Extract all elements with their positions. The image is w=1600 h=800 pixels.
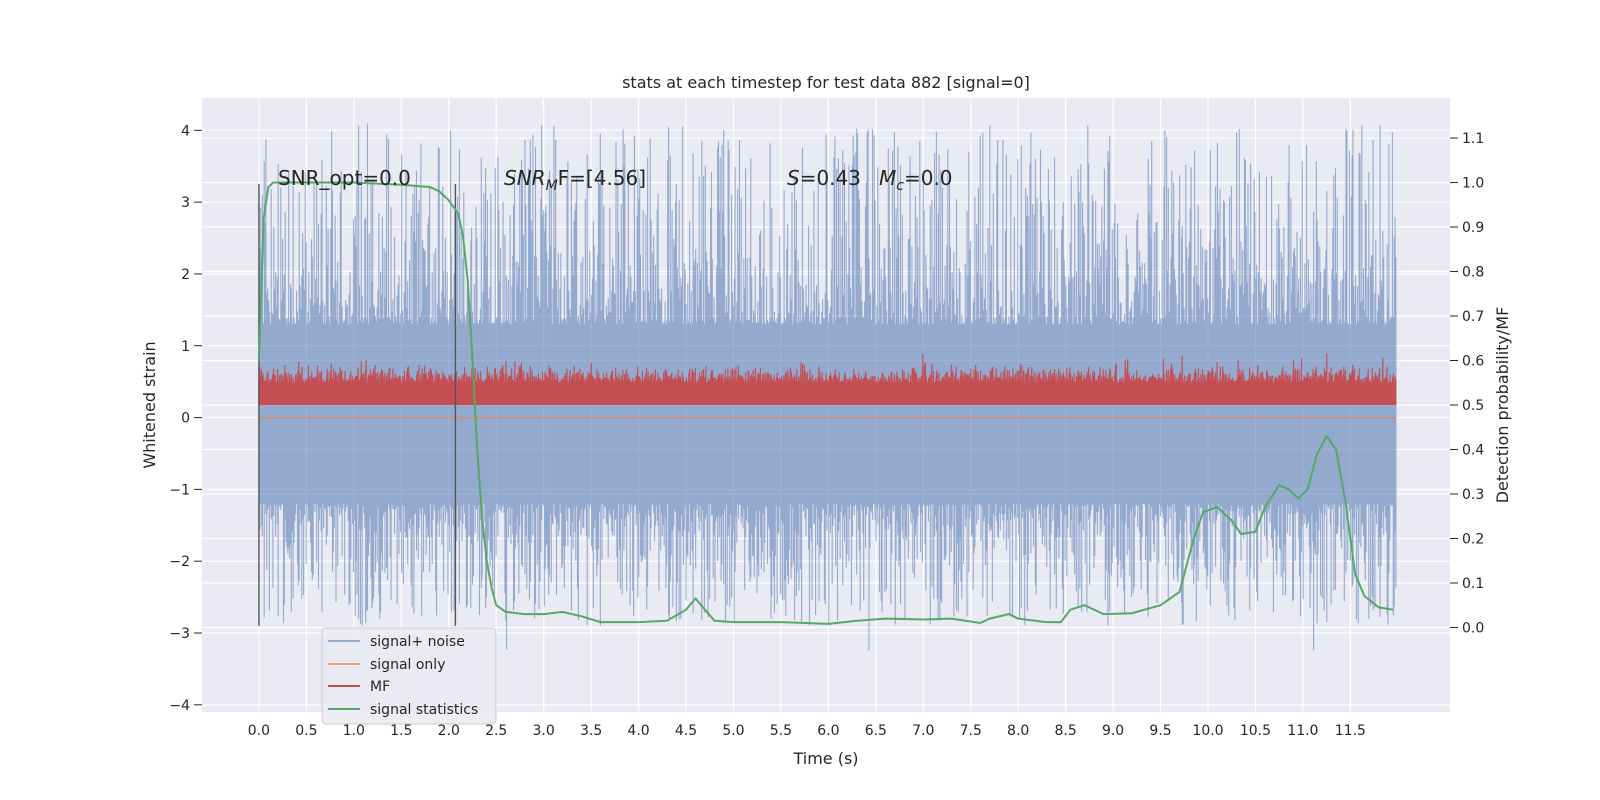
y-tick-label-right: 0.2 <box>1462 531 1484 547</box>
x-tick-label: 2.0 <box>438 723 460 739</box>
x-tick-label: 10.5 <box>1240 723 1271 739</box>
signal-statistics-line <box>257 181 1394 625</box>
mf-series <box>258 353 1397 406</box>
annotation-snr-opt: SNR_opt=0.0 <box>278 166 411 190</box>
legend: signal+ noise signal only MF signal stat… <box>321 627 497 725</box>
x-tick-label: 11.0 <box>1287 723 1318 739</box>
y-tick-label-right: 0.5 <box>1462 398 1484 414</box>
x-tick-label: 0.0 <box>248 723 270 739</box>
x-tick-label: 8.0 <box>1007 723 1029 739</box>
x-tick-label: 0.5 <box>295 723 317 739</box>
y-tick-label-right: 1.0 <box>1462 176 1484 192</box>
y-tick-label-left: −4 <box>169 698 190 714</box>
y-tick-label-right: 1.1 <box>1462 131 1484 147</box>
x-tick-label: 4.0 <box>627 723 649 739</box>
x-tick-label: 4.5 <box>675 723 697 739</box>
x-tick-label: 7.0 <box>912 723 934 739</box>
y-axis-label-right: Detection probability/MF <box>1493 307 1512 504</box>
y-tick-label-right: 0.8 <box>1462 265 1484 281</box>
x-tick-label: 6.5 <box>865 723 887 739</box>
y-tick-label-left: 0 <box>181 411 190 427</box>
x-tick-label: 5.0 <box>722 723 744 739</box>
y-tick-label-left: 2 <box>181 267 190 283</box>
y-tick-label-right: 0.1 <box>1462 576 1484 592</box>
y-tick-label-left: −2 <box>169 554 190 570</box>
y-tick-label-left: 3 <box>181 195 190 211</box>
x-tick-label: 10.0 <box>1192 723 1223 739</box>
y-tick-label-right: 0.9 <box>1462 220 1484 236</box>
x-tick-label: 8.5 <box>1055 723 1077 739</box>
x-tick-label: 5.5 <box>770 723 792 739</box>
x-tick-label: 1.5 <box>390 723 412 739</box>
y-tick-label-left: 4 <box>181 123 190 139</box>
legend-label-mf: MF <box>370 679 390 695</box>
legend-label-signal-noise: signal+ noise <box>370 634 465 650</box>
y-tick-label-right: 0.7 <box>1462 309 1484 325</box>
mf-trace <box>258 353 1397 406</box>
x-tick-label: 11.5 <box>1335 723 1366 739</box>
axis-ticks: 0.0 0.5 1.0 1.5 2.0 2.5 3.0 3.5 4.0 4.5 5.0 5.5 6.0 6… <box>169 123 1484 739</box>
y-tick-label-left: 1 <box>181 339 190 355</box>
x-tick-label: 3.5 <box>580 723 602 739</box>
window-markers <box>258 184 457 626</box>
x-tick-label: 6.0 <box>817 723 839 739</box>
legend-label-signal-only: signal only <box>370 657 445 673</box>
x-tick-label: 1.0 <box>343 723 365 739</box>
x-axis-label: Time (s) <box>792 749 858 768</box>
y-tick-label-right: 0.3 <box>1462 487 1484 503</box>
y-axis-label-left: Whitened strain <box>140 341 159 468</box>
y-tick-label-right: 0.4 <box>1462 442 1484 458</box>
x-tick-label: 2.5 <box>485 723 507 739</box>
annotation-stats: S=0.43 Mc=0.0 <box>787 166 953 194</box>
annotation-snr-mf: SNRMF=[4.56] <box>504 166 646 194</box>
legend-label-signal-statistics: signal statistics <box>370 702 478 718</box>
x-tick-label: 7.5 <box>960 723 982 739</box>
y-tick-label-right: 0.6 <box>1462 354 1484 370</box>
y-tick-label-right: 0.0 <box>1462 620 1484 636</box>
chart-title: stats at each timestep for test data 882… <box>622 73 1030 92</box>
y-tick-label-left: −1 <box>169 482 190 498</box>
x-tick-label: 9.5 <box>1149 723 1171 739</box>
legend-box <box>321 627 497 725</box>
x-tick-label: 3.0 <box>533 723 555 739</box>
x-tick-label: 9.0 <box>1102 723 1124 739</box>
y-tick-label-left: −3 <box>169 626 190 642</box>
